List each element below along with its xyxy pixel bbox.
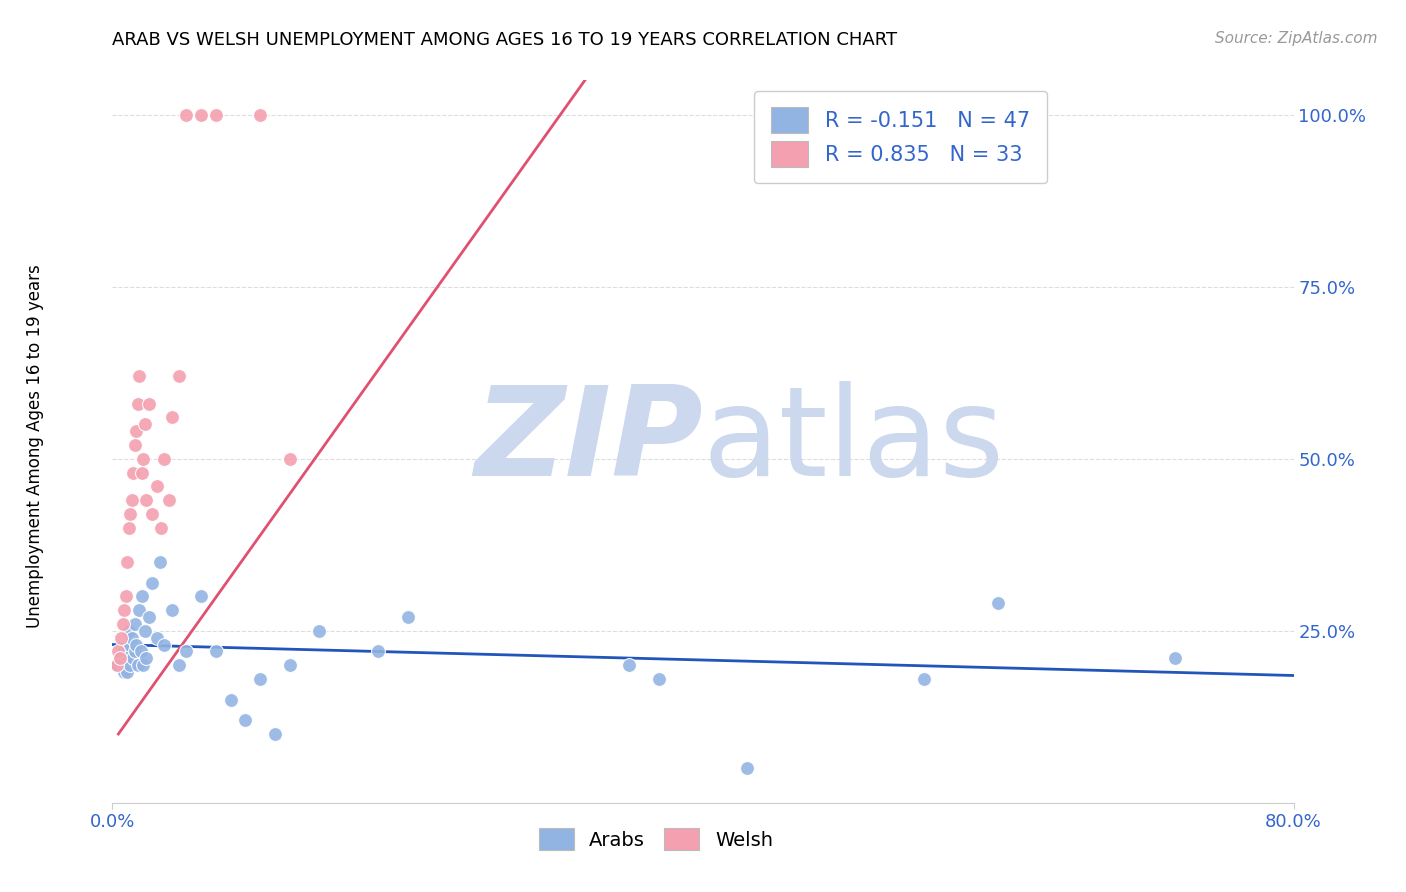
Point xyxy=(122,651,145,665)
Point xyxy=(278,451,301,466)
Point xyxy=(108,651,131,665)
Point xyxy=(146,479,169,493)
Point xyxy=(114,590,136,604)
Point xyxy=(122,466,145,480)
Point xyxy=(120,658,142,673)
Point xyxy=(149,555,172,569)
Point xyxy=(264,727,287,741)
Point xyxy=(105,658,128,673)
Point xyxy=(138,610,160,624)
Point xyxy=(112,665,135,679)
Point xyxy=(112,644,135,658)
Point xyxy=(128,603,150,617)
Point xyxy=(153,638,176,652)
Point xyxy=(124,438,146,452)
Point xyxy=(205,644,228,658)
Point xyxy=(647,672,671,686)
Text: Unemployment Among Ages 16 to 19 years: Unemployment Among Ages 16 to 19 years xyxy=(27,264,44,628)
Point xyxy=(134,417,156,432)
Point xyxy=(129,644,152,658)
Point xyxy=(396,610,419,624)
Point xyxy=(190,590,212,604)
Point xyxy=(219,692,242,706)
Point xyxy=(141,507,163,521)
Point xyxy=(367,644,389,658)
Point xyxy=(117,665,138,679)
Point xyxy=(249,672,271,686)
Point xyxy=(167,658,190,673)
Point xyxy=(914,672,936,686)
Point xyxy=(174,108,197,122)
Point xyxy=(308,624,330,638)
Point xyxy=(150,520,173,534)
Text: atlas: atlas xyxy=(703,381,1005,502)
Text: Source: ZipAtlas.com: Source: ZipAtlas.com xyxy=(1215,31,1378,46)
Point xyxy=(118,520,141,534)
Point xyxy=(1164,651,1187,665)
Point xyxy=(167,369,190,384)
Point xyxy=(135,493,157,508)
Point xyxy=(110,631,132,645)
Point xyxy=(117,644,138,658)
Point xyxy=(160,410,183,425)
Point xyxy=(117,555,138,569)
Point xyxy=(120,507,142,521)
Point xyxy=(125,638,148,652)
Point xyxy=(138,397,160,411)
Point xyxy=(174,644,197,658)
Legend: Arabs, Welsh: Arabs, Welsh xyxy=(531,820,780,858)
Text: ZIP: ZIP xyxy=(474,381,703,502)
Point xyxy=(131,466,153,480)
Point xyxy=(146,631,169,645)
Point xyxy=(737,761,759,775)
Point xyxy=(121,493,143,508)
Point xyxy=(125,424,148,438)
Point xyxy=(141,575,163,590)
Point xyxy=(278,658,301,673)
Point xyxy=(134,624,156,638)
Point xyxy=(190,108,212,122)
Point xyxy=(233,713,256,727)
Point xyxy=(131,590,153,604)
Point xyxy=(120,638,142,652)
Point xyxy=(205,108,228,122)
Point xyxy=(114,651,136,665)
Point xyxy=(108,651,131,665)
Point xyxy=(135,651,157,665)
Point xyxy=(619,658,641,673)
Point xyxy=(124,644,146,658)
Point xyxy=(111,658,134,673)
Point xyxy=(987,596,1010,610)
Point xyxy=(127,397,149,411)
Text: ARAB VS WELSH UNEMPLOYMENT AMONG AGES 16 TO 19 YEARS CORRELATION CHART: ARAB VS WELSH UNEMPLOYMENT AMONG AGES 16… xyxy=(112,31,897,49)
Point xyxy=(132,451,155,466)
Point xyxy=(111,616,134,631)
Point xyxy=(128,369,150,384)
Point xyxy=(124,616,146,631)
Point xyxy=(112,603,135,617)
Point xyxy=(153,451,176,466)
Point xyxy=(249,108,271,122)
Point xyxy=(157,493,180,508)
Point xyxy=(107,644,129,658)
Point xyxy=(105,658,128,673)
Point xyxy=(160,603,183,617)
Point xyxy=(118,624,141,638)
Point xyxy=(121,631,143,645)
Point xyxy=(127,658,149,673)
Point xyxy=(132,658,155,673)
